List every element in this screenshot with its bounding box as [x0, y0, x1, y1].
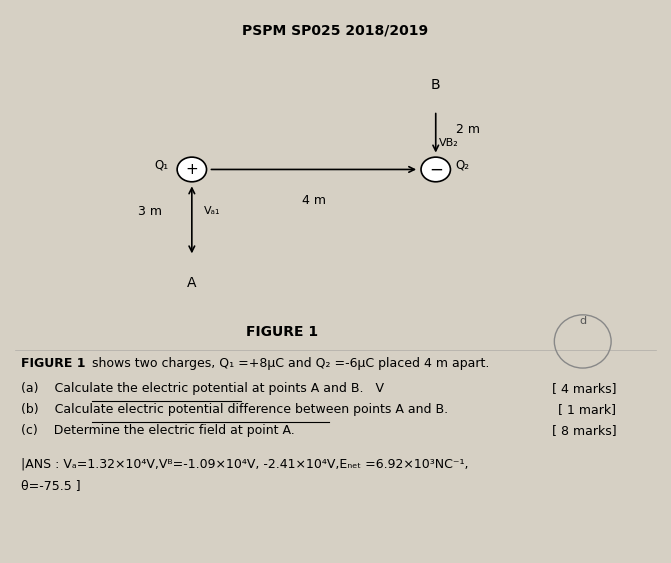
Text: Q₂: Q₂	[456, 158, 470, 172]
Text: FIGURE 1: FIGURE 1	[246, 325, 318, 339]
Text: 2 m: 2 m	[456, 123, 480, 136]
Text: B: B	[431, 78, 441, 92]
Text: (c)    Determine the electric field at point A.: (c) Determine the electric field at poin…	[21, 424, 295, 437]
Text: (a)    Calculate the electric potential at points A and B.   V: (a) Calculate the electric potential at …	[21, 382, 384, 395]
Text: (b)    Calculate electric potential difference between points A and B.: (b) Calculate electric potential differe…	[21, 403, 448, 416]
Text: A: A	[187, 276, 197, 290]
Text: Vₐ₁: Vₐ₁	[204, 207, 220, 216]
Circle shape	[421, 157, 450, 182]
Text: −: −	[429, 160, 443, 178]
Circle shape	[177, 157, 207, 182]
Text: 4 m: 4 m	[302, 194, 326, 207]
Text: Q₁: Q₁	[154, 158, 168, 172]
Text: d: d	[579, 316, 586, 327]
Text: VB₂: VB₂	[439, 137, 459, 148]
Text: [ 8 marks]: [ 8 marks]	[552, 424, 616, 437]
Text: PSPM SP025 2018/2019: PSPM SP025 2018/2019	[242, 24, 429, 38]
Text: shows two charges, Q₁ =+8μC and Q₂ =-6μC placed 4 m apart.: shows two charges, Q₁ =+8μC and Q₂ =-6μC…	[92, 357, 489, 370]
Text: [ 1 mark]: [ 1 mark]	[558, 403, 616, 416]
Text: [ 4 marks]: [ 4 marks]	[552, 382, 616, 395]
Text: FIGURE 1: FIGURE 1	[21, 357, 86, 370]
Text: +: +	[185, 162, 198, 177]
Text: θ=-75.5 ]: θ=-75.5 ]	[21, 479, 81, 491]
Text: |ANS : Vₐ=1.32×10⁴V,Vᴮ=-1.09×10⁴V, -2.41×10⁴V,Eₙₑₜ =6.92×10³NC⁻¹,: |ANS : Vₐ=1.32×10⁴V,Vᴮ=-1.09×10⁴V, -2.41…	[21, 458, 469, 471]
Text: 3 m: 3 m	[138, 205, 162, 218]
